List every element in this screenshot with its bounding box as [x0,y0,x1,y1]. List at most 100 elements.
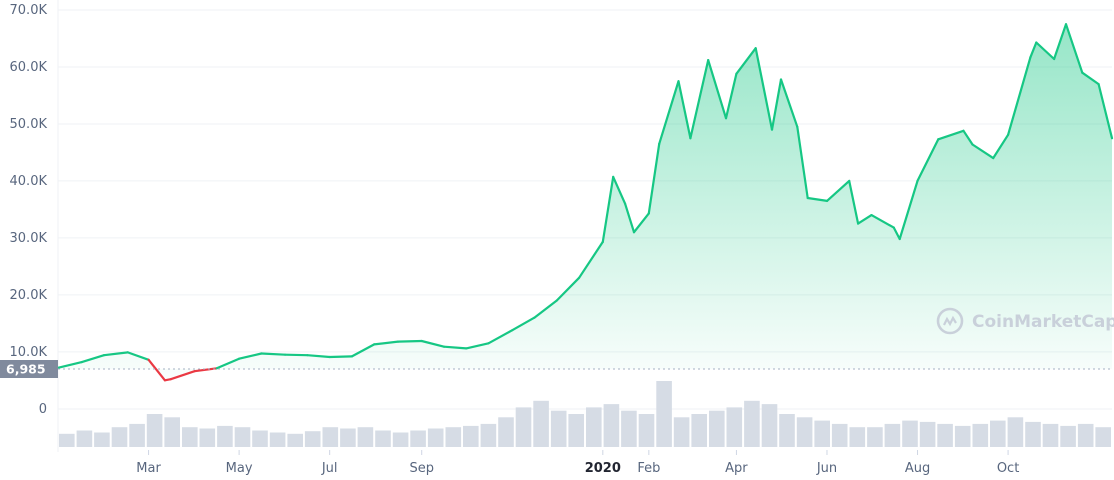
volume-bar [304,431,321,447]
volume-bar [884,423,901,447]
price-segment [856,214,873,225]
volume-bar [1042,423,1059,447]
volume-bar [76,430,93,447]
volume-bar [673,417,690,447]
volume-bar [340,428,356,447]
volume-bar [498,417,514,447]
x-axis: Mar May Jul Sep 2020 Feb Apr Jun Aug Oct [136,450,1019,476]
x-tick-label: Jul [321,461,338,476]
price-segment [677,80,692,140]
volume-bar [954,425,971,447]
volume-bar [146,414,163,447]
price-segment [870,214,895,229]
volume-bar [831,423,848,447]
price-segment [779,78,799,128]
y-tick-label: 50.0K [10,117,48,132]
price-segment [465,342,490,350]
volume-bar [217,425,233,447]
price-segment [56,361,83,369]
volume-bar [550,410,567,447]
volume-bar [1025,421,1041,447]
volume-bar [445,427,462,447]
volume-bar [182,427,198,447]
coinmarketcap-logo-icon [936,307,964,335]
price-segment [284,353,309,357]
y-tick-label: 60.0K [10,60,48,75]
x-tick-label: Oct [997,461,1019,476]
price-segment [442,345,468,350]
price-segment [848,179,860,225]
volume-bar [726,407,743,447]
price-segment [102,351,129,357]
price-segment [623,202,636,234]
volume-bar [709,410,725,447]
x-tick-label: Feb [637,461,660,476]
price-segment [373,340,400,346]
volume-bar [603,404,620,447]
price-segment [601,175,615,243]
price-segment [169,370,196,381]
price-area [58,24,1112,381]
volume-bar [568,414,584,447]
y-tick-label: 0 [39,402,47,417]
volume-bar [533,400,549,447]
price-segment [796,125,809,200]
price-area-fill [58,24,1112,381]
volume-bar [744,400,760,447]
volume-bar [59,433,75,447]
y-tick-label: 70.0K [10,3,48,18]
volume-bar [375,430,391,447]
price-segment [1097,82,1114,140]
price-segment [689,58,710,140]
volume-bar [814,420,830,447]
watermark: CoinMarketCap [936,307,1114,335]
price-segment [1081,71,1100,86]
price-segment [306,354,331,359]
price-segment [1029,41,1038,59]
volume-bar [849,427,866,447]
y-axis: 70.0K 60.0K 50.0K 40.0K 30.0K 20.0K 10.0K 0 [10,3,48,417]
volume-bar [392,432,409,447]
price-segment [735,47,757,75]
volume-bar [234,427,251,447]
baseline-marker: 6,985 [0,360,1112,378]
volume-bar [1007,417,1024,447]
price-segment [806,196,829,202]
price-segment [147,358,166,382]
volume-bar [919,421,936,447]
volume-bar [199,428,216,447]
price-segment [612,175,627,205]
volume-bar [902,420,918,447]
price-segment [260,352,287,356]
volume-bar [691,414,707,447]
volume-bar [463,425,479,447]
price-segment [825,179,851,202]
price-segment [215,357,241,370]
volume-bar [972,423,989,447]
price-segment [1006,56,1032,136]
volume-bar [164,417,180,447]
price-segment [647,142,661,215]
price-segment [658,80,680,145]
volume-bar [586,407,602,447]
volume-bar [990,420,1006,447]
price-segment [577,240,604,279]
volume-bar [656,381,672,447]
y-tick-label: 40.0K [10,174,48,189]
x-tick-label: Jun [816,461,837,476]
watermark-text: CoinMarketCap [972,312,1114,332]
price-segment [1064,23,1084,74]
volume-bar [1077,423,1094,447]
x-tick-label: May [226,461,253,476]
price-segment [916,138,940,182]
price-segment [511,316,536,332]
price-segment [754,47,774,131]
price-segment [898,179,919,241]
price-segment [971,143,995,160]
price-segment [770,78,783,131]
volume-bar [796,417,813,447]
price-segment [350,343,376,358]
volume-bar [269,432,286,447]
price-segment [632,212,650,234]
